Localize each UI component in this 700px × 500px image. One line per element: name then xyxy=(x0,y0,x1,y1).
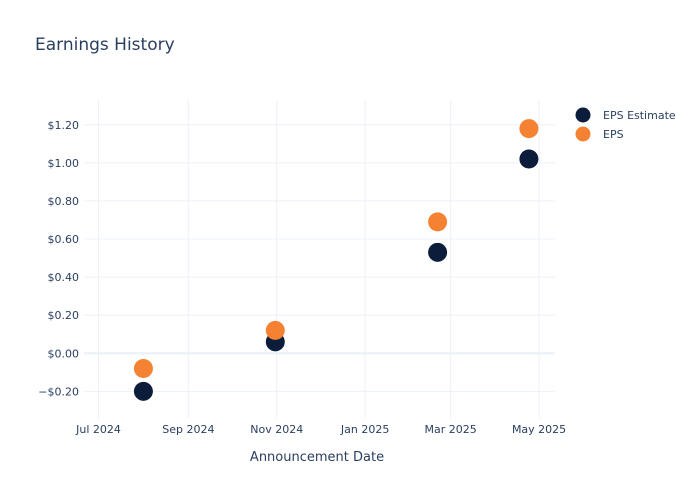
x-tick-label: Mar 2025 xyxy=(425,423,477,436)
x-tick-label: Sep 2024 xyxy=(162,423,214,436)
x-tick-label: Nov 2024 xyxy=(250,423,303,436)
eps-point xyxy=(133,358,153,378)
eps-estimate-point xyxy=(428,242,448,262)
x-tick-labels: Jul 2024 Sep 2024 Nov 2024 Jan 2025 Mar 2025… xyxy=(75,423,566,436)
y-tick-label: $0.40 xyxy=(48,271,80,284)
y-tick-label: $0.60 xyxy=(48,233,80,246)
grid-layer xyxy=(84,100,555,418)
eps-point xyxy=(519,119,539,139)
legend-marker-eps xyxy=(575,126,591,142)
x-tick-label: Jul 2024 xyxy=(75,423,121,436)
y-tick-label: $1.20 xyxy=(48,119,80,132)
x-tick-label: Jan 2025 xyxy=(340,423,389,436)
x-axis-title: Announcement Date xyxy=(250,450,384,465)
legend[interactable]: EPS Estimate EPS xyxy=(575,107,676,142)
y-tick-label: $1.00 xyxy=(48,157,80,170)
eps-estimate-point xyxy=(133,381,153,401)
y-tick-label: $0.20 xyxy=(48,309,80,322)
x-tick-label: May 2025 xyxy=(512,423,566,436)
legend-label-eps: EPS xyxy=(603,128,624,141)
y-tick-label: −$0.20 xyxy=(38,385,79,398)
y-tick-labels: −$0.20 $0.00 $0.20 $0.40 $0.60 $0.80 $1.00 $1.2… xyxy=(38,119,79,399)
eps-point xyxy=(428,212,448,232)
legend-marker-eps-estimate xyxy=(575,107,591,123)
eps-point xyxy=(265,320,285,340)
y-tick-label: $0.00 xyxy=(48,347,80,360)
chart-title: Earnings History xyxy=(35,35,175,55)
eps-estimate-point xyxy=(519,149,539,169)
marks-layer xyxy=(133,119,539,401)
legend-label-eps-estimate: EPS Estimate xyxy=(603,109,676,122)
y-tick-label: $0.80 xyxy=(48,195,80,208)
